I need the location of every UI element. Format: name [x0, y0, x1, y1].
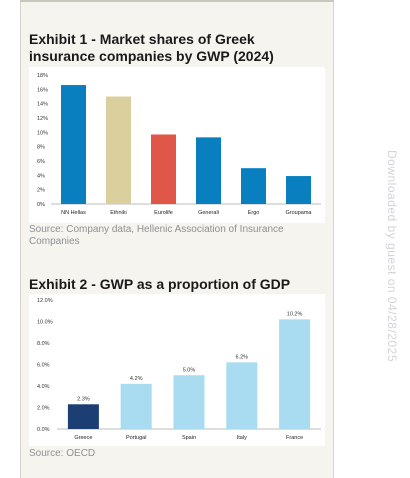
exhibit-2-source: Source: OECD — [29, 448, 96, 459]
watermark-text: Downloaded by guest on 04/28/2025 — [385, 150, 399, 362]
y-tick-label: 2% — [37, 188, 45, 194]
y-tick-label: 4.0% — [37, 384, 50, 390]
y-tick-label: 16% — [37, 87, 48, 93]
exhibit-2-chart: 0.0% 2.0% 4.0% 6.0% 8.0% 10.0% 12.0% Greece 2.3%… — [29, 294, 325, 446]
x-tick-label: Italy — [237, 435, 247, 441]
y-tick-label: 12.0% — [37, 298, 53, 304]
x-tick-label: Eurolife — [154, 210, 173, 216]
bar-italy — [226, 362, 258, 429]
y-tick-label: 10.0% — [37, 320, 53, 326]
bar-ergo — [241, 168, 266, 204]
y-tick-label: 14% — [37, 102, 48, 108]
y-tick-label: 2.0% — [37, 406, 50, 412]
exhibit-1-svg: 0% 2% 4% 6% 8% 10% 12% 14% 16% 18% NN Hellas Ethnik… — [37, 73, 321, 216]
x-tick-label: Spain — [182, 435, 196, 441]
data-label: 2.3% — [77, 396, 90, 402]
bar-nn-hellas — [61, 85, 86, 204]
x-tick-label: France — [286, 435, 303, 441]
y-tick-label: 18% — [37, 73, 48, 79]
bar-france — [279, 319, 311, 429]
x-tick-label: NN Hellas — [61, 210, 86, 216]
exhibit-2-svg: 0.0% 2.0% 4.0% 6.0% 8.0% 10.0% 12.0% Greece 2.3%… — [37, 298, 321, 441]
x-tick-label: Portugal — [126, 435, 147, 441]
x-tick-label: Groupama — [286, 210, 313, 216]
bar-eurolife — [151, 134, 176, 204]
side-watermark: Downloaded by guest on 04/28/2025 — [357, 150, 407, 478]
x-tick-label: Ethniki — [110, 210, 127, 216]
x-tick-label: Ergo — [248, 210, 260, 216]
exhibit-1-chart: 0% 2% 4% 6% 8% 10% 12% 14% 16% 18% NN Hellas Ethnik… — [29, 67, 325, 223]
data-label: 4.2% — [130, 376, 143, 382]
y-tick-label: 4% — [37, 173, 45, 179]
top-divider — [20, 0, 334, 2]
bar-greece — [67, 404, 99, 429]
bar-generali — [196, 137, 221, 204]
bar-ethniki — [106, 96, 131, 204]
y-tick-label: 8% — [37, 145, 45, 151]
y-tick-label: 12% — [37, 116, 48, 122]
exhibit-1-title: Exhibit 1 - Market shares of Greek insur… — [29, 31, 274, 64]
y-tick-label: 8.0% — [37, 341, 50, 347]
y-tick-label: 6% — [37, 159, 45, 165]
y-tick-label: 0% — [37, 202, 45, 208]
y-tick-label: 0.0% — [37, 427, 50, 433]
x-tick-label: Greece — [74, 435, 92, 441]
exhibit-1-source: Source: Company data, Hellenic Associati… — [29, 224, 284, 247]
y-tick-label: 10% — [37, 130, 48, 136]
bar-spain — [173, 375, 205, 429]
bar-portugal — [120, 383, 152, 429]
data-label: 6.2% — [236, 354, 249, 360]
data-label: 5.0% — [183, 367, 196, 373]
x-tick-label: Generali — [198, 210, 219, 216]
bar-groupama — [286, 176, 311, 204]
data-label: 10.2% — [287, 311, 303, 317]
y-tick-label: 6.0% — [37, 363, 50, 369]
